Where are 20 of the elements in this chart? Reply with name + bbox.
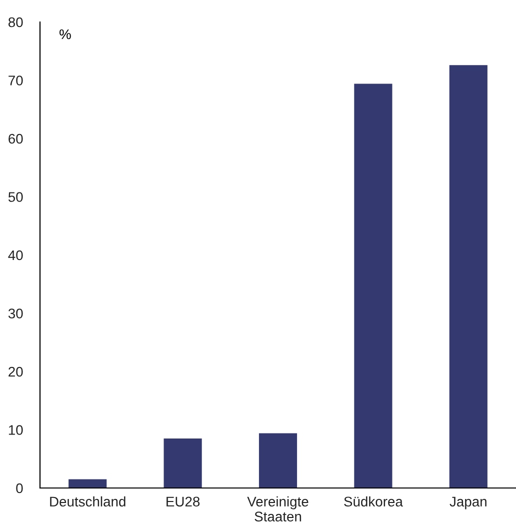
y-tick-label: 80 bbox=[8, 17, 23, 28]
x-tick-label: Südkorea bbox=[344, 496, 403, 507]
y-tick-label: 20 bbox=[8, 366, 23, 377]
bar bbox=[68, 479, 107, 488]
y-tick-label: 60 bbox=[8, 134, 23, 144]
y-tick-label: 0 bbox=[16, 483, 23, 494]
y-tick-label: 30 bbox=[8, 308, 23, 318]
y-tick-label: 10 bbox=[8, 425, 23, 435]
y-axis-title: % bbox=[60, 29, 71, 40]
y-tick-label: 40 bbox=[8, 250, 23, 260]
bar bbox=[258, 433, 298, 488]
x-tick-label: EU28 bbox=[166, 496, 200, 507]
y-tick-label: 70 bbox=[8, 76, 23, 86]
x-tick-label: Deutschland bbox=[50, 496, 126, 507]
bar bbox=[354, 84, 392, 488]
bar bbox=[164, 438, 202, 488]
bar bbox=[449, 65, 488, 488]
x-tick-label: Vereinigte Staaten bbox=[247, 496, 308, 522]
x-tick-label: Japan bbox=[450, 496, 486, 510]
y-tick-label: 50 bbox=[8, 192, 23, 202]
